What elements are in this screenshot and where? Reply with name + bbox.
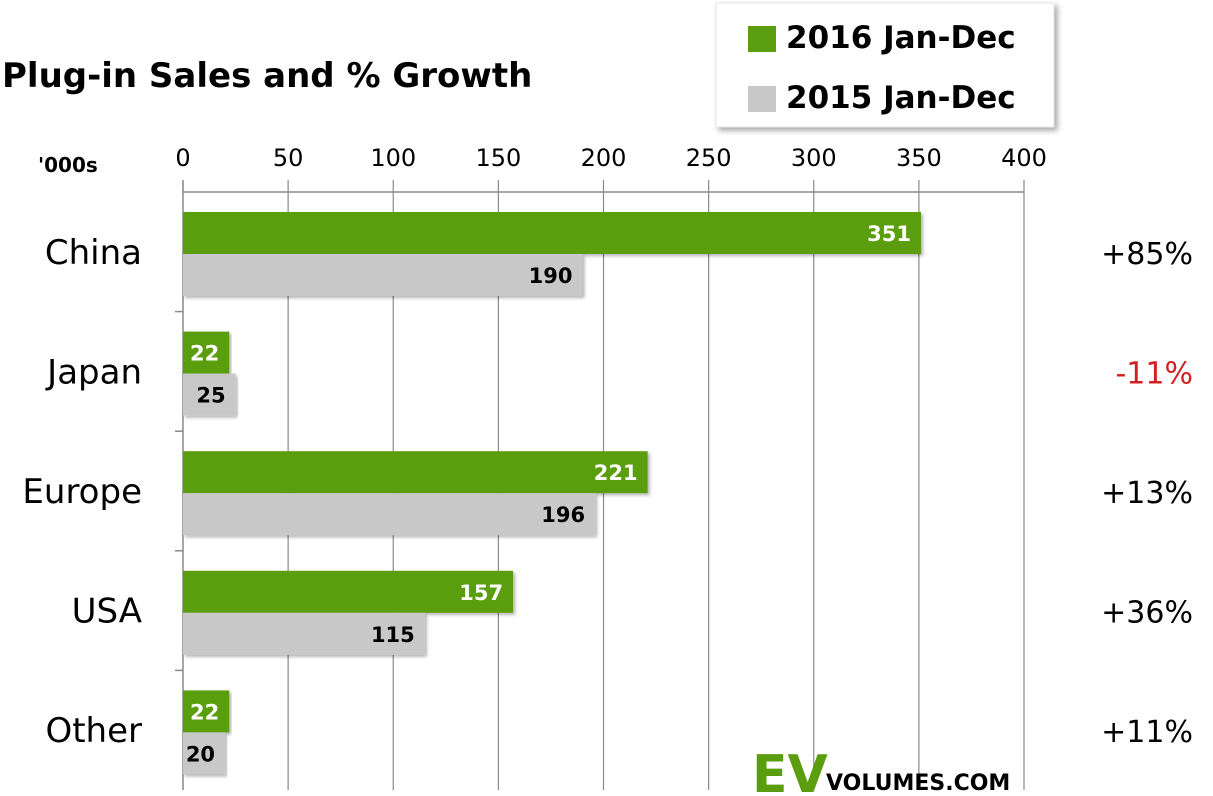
legend-swatch-2016	[748, 26, 776, 52]
data-label: 22	[190, 342, 219, 366]
legend-label-2016: 2016 Jan-Dec	[786, 20, 1016, 56]
growth-label-europe: +13%	[1101, 476, 1193, 511]
evvolumes-logo: EV VOLUMES.COM	[752, 745, 1010, 796]
x-axis-ticks: 0 50 100 150 200 250 300 350 400	[175, 144, 1047, 192]
data-label: 196	[541, 503, 585, 527]
growth-label-china: +85%	[1101, 237, 1193, 272]
logo-ev: EV	[752, 745, 828, 796]
legend: 2016 Jan-Dec 2015 Jan-Dec	[715, 2, 1055, 128]
chart-title: Plug-in Sales and % Growth	[2, 56, 532, 96]
bar-japan-2015	[183, 373, 236, 416]
data-label: 157	[459, 581, 503, 605]
growth-label-japan: -11%	[1115, 356, 1193, 391]
growth-label-usa: +36%	[1101, 596, 1193, 631]
bar-other-2015	[183, 732, 226, 775]
legend-label-2015: 2015 Jan-Dec	[786, 80, 1016, 116]
data-label: 221	[594, 461, 638, 485]
growth-labels: +85% -11% +13% +36% +11%	[1101, 237, 1193, 750]
data-label: 22	[190, 700, 219, 724]
category-label-other: Other	[45, 711, 142, 751]
category-label-europe: Europe	[22, 472, 142, 512]
bar-china-2016	[183, 212, 921, 254]
bar-china-2015	[183, 254, 583, 296]
x-tick-label: 400	[1001, 144, 1047, 172]
x-tick-label: 250	[686, 144, 732, 172]
data-label: 115	[371, 623, 415, 647]
data-label: 25	[196, 384, 225, 408]
bar-usa-2015	[183, 612, 425, 655]
x-tick-label: 350	[896, 144, 942, 172]
x-tick-label: 50	[273, 144, 304, 172]
category-label-usa: USA	[72, 592, 142, 632]
x-tick-label: 300	[791, 144, 837, 172]
bars	[183, 212, 921, 775]
x-tick-label: 150	[475, 144, 521, 172]
growth-label-other: +11%	[1101, 715, 1193, 750]
data-label: 351	[867, 222, 911, 246]
x-tick-label: 0	[175, 144, 190, 172]
bar-europe-2016	[183, 451, 648, 494]
logo-volumes: VOLUMES.COM	[826, 771, 1010, 796]
legend-swatch-2015	[748, 86, 776, 112]
units-label: '000s	[38, 153, 98, 177]
x-tick-label: 100	[370, 144, 416, 172]
category-label-china: China	[45, 233, 142, 273]
category-labels: China Japan Europe USA Other	[22, 233, 142, 751]
bar-other-2016	[183, 690, 230, 733]
data-label: 20	[186, 742, 215, 766]
bar-europe-2015	[183, 493, 596, 536]
x-tick-label: 200	[581, 144, 627, 172]
data-label: 190	[529, 264, 573, 288]
category-label-japan: Japan	[45, 352, 142, 392]
bar-japan-2016	[183, 331, 230, 374]
bar-usa-2016	[183, 570, 514, 613]
data-labels: 351 190 22 25 221 196 157 115 22 20	[186, 222, 911, 766]
